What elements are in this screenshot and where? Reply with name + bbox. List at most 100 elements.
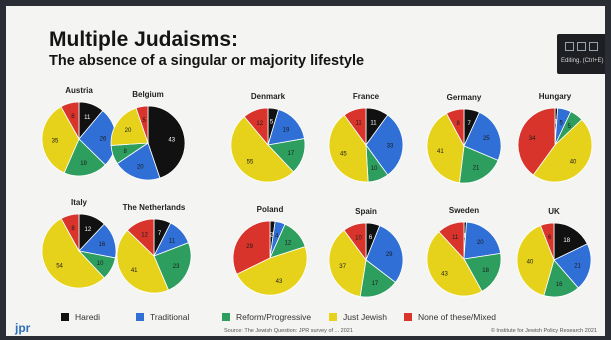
pie-slice-label: 26 <box>100 136 107 142</box>
pie-slice-none-of-these-mixed <box>539 222 555 261</box>
pie-slice-label: 33 <box>387 144 394 150</box>
slide: Multiple Judaisms: The absence of a sing… <box>6 6 605 336</box>
legend-swatch-traditional <box>136 313 144 321</box>
pie-slice-none-of-these-mixed <box>517 107 556 176</box>
pie-title: France <box>353 92 380 101</box>
pie-france: France 11 33 10 45 11 <box>328 92 404 183</box>
pie-slice-reform-progressive <box>463 252 502 292</box>
legend-swatch-just-jewish <box>329 313 337 321</box>
pie-slice-none-of-these-mixed <box>135 105 149 144</box>
pie-slice-none-of-these-mixed <box>243 107 269 147</box>
legend-label-reform: Reform/Progressive <box>236 312 312 322</box>
pie-slice-label: 5 <box>559 120 563 126</box>
pie-slice-none-of-these-mixed <box>438 221 465 261</box>
pie-slice-traditional <box>365 225 404 283</box>
pie-slice-traditional <box>463 221 502 260</box>
slide-subtitle: The absence of a singular or majority li… <box>49 53 365 69</box>
pie-title: Hungary <box>539 92 572 101</box>
cursor-icon[interactable] <box>565 42 574 51</box>
pie-slice-label: 7 <box>467 121 471 127</box>
pie-slice-label: 8 <box>124 149 128 155</box>
pie-slice-label: 20 <box>477 240 484 246</box>
pie-slice-label: 23 <box>173 264 180 270</box>
grid-icon[interactable] <box>589 42 598 51</box>
pie-slice-label: 8 <box>456 121 460 127</box>
pie-slice-label: 17 <box>287 151 294 157</box>
pie-slice-none-of-these-mixed <box>232 220 271 275</box>
pie-slice-label: 7 <box>158 231 162 237</box>
pie-slice-reform-progressive <box>153 242 192 291</box>
legend-label-none-mixed: None of these/Mixed <box>418 312 496 322</box>
pie-slice-traditional <box>553 243 592 289</box>
pie-title: UK <box>548 207 560 216</box>
pie-slice-label: 6 <box>369 235 373 241</box>
jpr-logo: jpr <box>15 321 31 335</box>
pie-slice-label: 11 <box>169 238 176 244</box>
pie-slice-traditional <box>267 109 305 146</box>
pie-slice-label: 1 <box>554 119 558 125</box>
pie-slice-label: 6 <box>548 235 552 241</box>
pie-slice-just-jewish <box>116 229 169 294</box>
pie-slice-label: 35 <box>52 139 59 145</box>
legend-haredi: Haredi <box>61 312 100 322</box>
legend-swatch-haredi <box>61 313 69 321</box>
pie-slice-just-jewish <box>236 246 308 296</box>
pie-slice-label: 20 <box>137 164 144 170</box>
pie-title: The Netherlands <box>123 203 186 212</box>
pie-title: Denmark <box>251 92 286 101</box>
pie-spain: Spain 6 29 17 37 10 <box>328 207 404 298</box>
pie-chart-grid: Austria112619358Belgium43208205Denmark51… <box>41 86 593 298</box>
pie-slice-none-of-these-mixed <box>126 218 155 257</box>
pie-slice-label: 5 <box>567 124 571 130</box>
pie-title: Germany <box>447 93 482 102</box>
pie-slice-none-of-these-mixed <box>445 108 465 147</box>
copyright-note: © Institute for Jewish Policy Research 2… <box>490 328 597 334</box>
slide-title: Multiple Judaisms: <box>49 28 239 51</box>
pie-slice-traditional <box>365 114 404 176</box>
pie-slice-reform-progressive <box>459 145 499 184</box>
pie-slice-label: 54 <box>56 264 63 270</box>
legend-none-mixed: None of these/Mixed <box>404 312 496 322</box>
pie-slice-label: 4 <box>275 233 279 239</box>
pie-slice-label: 11 <box>355 121 362 127</box>
pie-slice-label: 12 <box>285 240 292 246</box>
pie-slice-label: 21 <box>473 165 480 171</box>
legend-label-traditional: Traditional <box>150 312 190 322</box>
pie-slice-label: 10 <box>371 166 378 172</box>
pie-slice-label: 16 <box>556 282 563 288</box>
pie-slice-none-of-these-mixed <box>343 107 367 147</box>
slide-toolbar: Editing, (Ctrl+E) <box>557 34 605 74</box>
toolbar-tooltip: Editing, (Ctrl+E) <box>561 58 604 64</box>
pie-slice-label: 5 <box>270 120 274 126</box>
pie-austria: Austria 11 26 19 35 8 <box>41 86 117 177</box>
pie-slice-label: 8 <box>71 114 75 120</box>
legend-swatch-reform <box>222 313 230 321</box>
pie-germany: Germany 7 25 21 41 8 <box>426 93 502 184</box>
pie-slice-label: 19 <box>80 161 87 167</box>
legend-just-jewish: Just Jewish <box>329 312 387 322</box>
pie-slice-label: 40 <box>570 159 577 165</box>
pie-slice-just-jewish <box>426 112 465 184</box>
pie-slice-just-jewish <box>41 218 105 289</box>
pie-slice-label: 34 <box>529 136 536 142</box>
layout-icon[interactable] <box>577 42 586 51</box>
pie-slice-label: 18 <box>482 268 489 274</box>
pie-slice-label: 25 <box>483 136 490 142</box>
pie-title: Sweden <box>449 206 479 215</box>
pie-slice-none-of-these-mixed <box>60 213 80 252</box>
pie-slice-label: 40 <box>527 260 534 266</box>
pie-slice-none-of-these-mixed <box>60 101 80 141</box>
pie-slice-label: 43 <box>168 138 175 144</box>
legend-reform: Reform/Progressive <box>222 312 311 322</box>
pie-slice-label: 11 <box>370 121 377 127</box>
pie-slice-label: 12 <box>256 121 263 127</box>
pie-slice-label: 8 <box>71 226 75 232</box>
legend-label-just-jewish: Just Jewish <box>343 312 387 322</box>
pie-slice-label: 37 <box>339 264 346 270</box>
pie-title: Belgium <box>132 90 164 99</box>
pie-slice-just-jewish <box>110 107 149 146</box>
pie-slice-label: 55 <box>247 159 254 165</box>
pie-slice-traditional <box>116 142 161 181</box>
pie-slice-reform-progressive <box>63 138 106 177</box>
